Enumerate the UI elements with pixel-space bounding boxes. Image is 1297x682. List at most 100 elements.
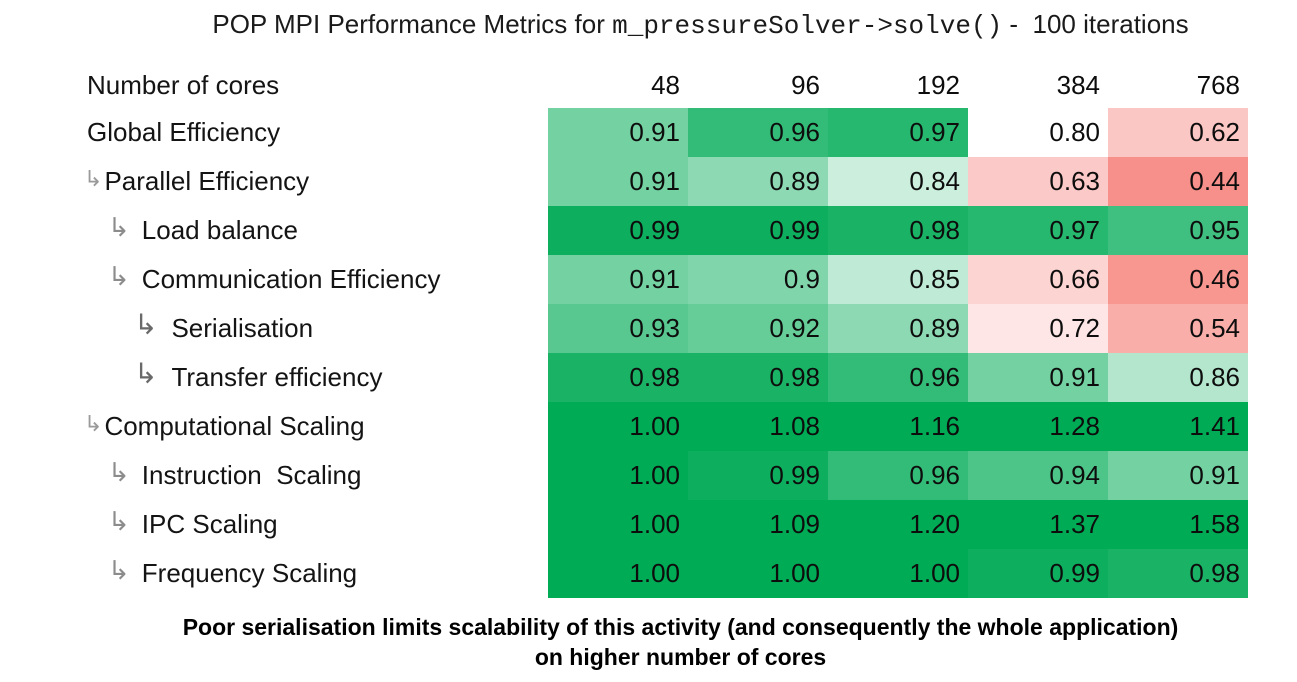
metric-row: ↳ Computational Scaling 1.00 1.08 1.16 1.28 1.… (0, 402, 1248, 451)
metric-label: Serialisation (171, 313, 314, 343)
heatmap-cell: 0.97 (828, 108, 968, 157)
heatmap-cell: 1.37 (968, 500, 1108, 549)
heatmap-cell: 0.95 (1108, 206, 1248, 255)
heatmap-cell: 0.98 (548, 353, 688, 402)
heatmap-cell: 0.62 (1108, 108, 1248, 157)
conclusion-text: Poor serialisation limits scalability of… (0, 612, 1297, 672)
title-prefix: POP MPI Performance Metrics for (212, 9, 613, 39)
column-header-cores: 96 (688, 62, 828, 108)
heatmap-cell: 1.00 (828, 549, 968, 598)
heatmap-cell: 1.16 (828, 402, 968, 451)
heatmap-cell: 0.91 (1108, 451, 1248, 500)
heatmap-cell: 0.99 (548, 206, 688, 255)
heatmap-cell: 1.09 (688, 500, 828, 549)
branch-arrow-icon: ↳ (108, 212, 130, 243)
metric-row: ↳ Transfer efficiency 0.98 0.98 0.96 0.91 0.86 (0, 353, 1248, 402)
branch-arrow-icon: ↳ (134, 357, 158, 390)
metric-label-cell: ↳ Communication Efficiency (0, 255, 548, 304)
cores-header-label: Number of cores (87, 69, 280, 100)
branch-arrow-icon: ↳ (134, 308, 158, 341)
heatmap-cell: 0.85 (828, 255, 968, 304)
heatmap-cell: 0.84 (828, 157, 968, 206)
heatmap-cell: 0.86 (1108, 353, 1248, 402)
metric-label: Parallel Efficiency (104, 166, 310, 196)
heatmap-cell: 0.99 (968, 549, 1108, 598)
heatmap-cell: 1.41 (1108, 402, 1248, 451)
metric-row: ↳ Serialisation 0.93 0.92 0.89 0.72 0.54 (0, 304, 1248, 353)
metric-row: ↳ IPC Scaling 1.00 1.09 1.20 1.37 1.58 (0, 500, 1248, 549)
heatmap-cell: 0.96 (688, 108, 828, 157)
heatmap-cell: 0.46 (1108, 255, 1248, 304)
heatmap-cell: 0.93 (548, 304, 688, 353)
heatmap-cell: 0.91 (968, 353, 1108, 402)
conclusion-line-1: Poor serialisation limits scalability of… (182, 614, 1179, 640)
branch-arrow-icon: ↳ (84, 166, 103, 192)
heatmap-cell: 0.66 (968, 255, 1108, 304)
heatmap-cell: 1.00 (548, 549, 688, 598)
heatmap-cell: 1.00 (548, 402, 688, 451)
heatmap-cell: 1.00 (548, 451, 688, 500)
metric-label-cell: ↳ Instruction Scaling (0, 451, 548, 500)
heatmap-cell: 0.63 (968, 157, 1108, 206)
heatmap-cell: 0.44 (1108, 157, 1248, 206)
heatmap-cell: 0.92 (688, 304, 828, 353)
heatmap-cell: 0.97 (968, 206, 1108, 255)
metric-row: ↳ Instruction Scaling 1.00 0.99 0.96 0.94 0.91 (0, 451, 1248, 500)
metric-label-cell: ↳ Parallel Efficiency (0, 157, 548, 206)
metric-label: Transfer efficiency (171, 362, 383, 392)
branch-arrow-icon: ↳ (84, 411, 103, 437)
metric-label: Instruction Scaling (141, 460, 362, 490)
metric-label: Global Efficiency (87, 117, 281, 147)
metric-label-cell: ↳ Load balance (0, 206, 548, 255)
heatmap-cell: 1.58 (1108, 500, 1248, 549)
heatmap-cell: 1.08 (688, 402, 828, 451)
metric-label: Computational Scaling (104, 411, 365, 441)
title-suffix: - 100 iterations (1002, 9, 1189, 39)
heatmap-cell: 0.89 (828, 304, 968, 353)
metric-row: ↳ Load balance 0.99 0.99 0.98 0.97 0.95 (0, 206, 1248, 255)
metric-label: Load balance (141, 215, 298, 245)
heatmap-cell: 0.99 (688, 206, 828, 255)
column-header-cores: 48 (548, 62, 688, 108)
heatmap-cell: 0.91 (548, 157, 688, 206)
heatmap-cell: 0.98 (828, 206, 968, 255)
metric-label-cell: ↳ Serialisation (0, 304, 548, 353)
figure-title: POP MPI Performance Metrics for m_pressu… (0, 7, 1297, 43)
heatmap-cell: 0.91 (548, 108, 688, 157)
metric-label-cell: ↳ Transfer efficiency (0, 353, 548, 402)
metric-label: Frequency Scaling (141, 558, 358, 588)
metric-label: Communication Efficiency (141, 264, 441, 294)
heatmap-cell: 0.99 (688, 451, 828, 500)
branch-arrow-icon: ↳ (108, 555, 130, 586)
heatmap-cell: 0.91 (548, 255, 688, 304)
metric-label-cell: ↳ Frequency Scaling (0, 549, 548, 598)
heatmap-cell: 0.94 (968, 451, 1108, 500)
branch-arrow-icon: ↳ (108, 506, 130, 537)
cores-header-row: Number of cores 48 96 192 384 768 (0, 62, 1248, 108)
metric-row: ↳ Frequency Scaling 1.00 1.00 1.00 0.99 0.98 (0, 549, 1248, 598)
heatmap-cell: 0.98 (1108, 549, 1248, 598)
heatmap-cell: 1.00 (548, 500, 688, 549)
branch-arrow-icon: ↳ (108, 261, 130, 292)
column-header-cores: 192 (828, 62, 968, 108)
column-header-cores: 768 (1108, 62, 1248, 108)
heatmap-cell: 0.96 (828, 451, 968, 500)
heatmap-cell: 0.54 (1108, 304, 1248, 353)
heatmap-cell: 0.96 (828, 353, 968, 402)
metric-label-cell: ↳ Computational Scaling (0, 402, 548, 451)
heatmap-cell: 0.80 (968, 108, 1108, 157)
heatmap-cell: 0.98 (688, 353, 828, 402)
heatmap-cell: 0.89 (688, 157, 828, 206)
conclusion-line-2: on higher number of cores (534, 644, 827, 670)
metric-label: IPC Scaling (141, 509, 278, 539)
heatmap-cell: 1.20 (828, 500, 968, 549)
heatmap-cell: 1.28 (968, 402, 1108, 451)
heatmap-cell: 1.00 (688, 549, 828, 598)
title-code-function: m_pressureSolver->solve() (612, 11, 1003, 41)
heatmap-cell: 0.72 (968, 304, 1108, 353)
metric-label-cell: ↳ IPC Scaling (0, 500, 548, 549)
metric-label-cell: Global Efficiency (0, 108, 548, 157)
metrics-table: Number of cores 48 96 192 384 768 Global Effic… (0, 62, 1248, 598)
column-header-cores: 384 (968, 62, 1108, 108)
